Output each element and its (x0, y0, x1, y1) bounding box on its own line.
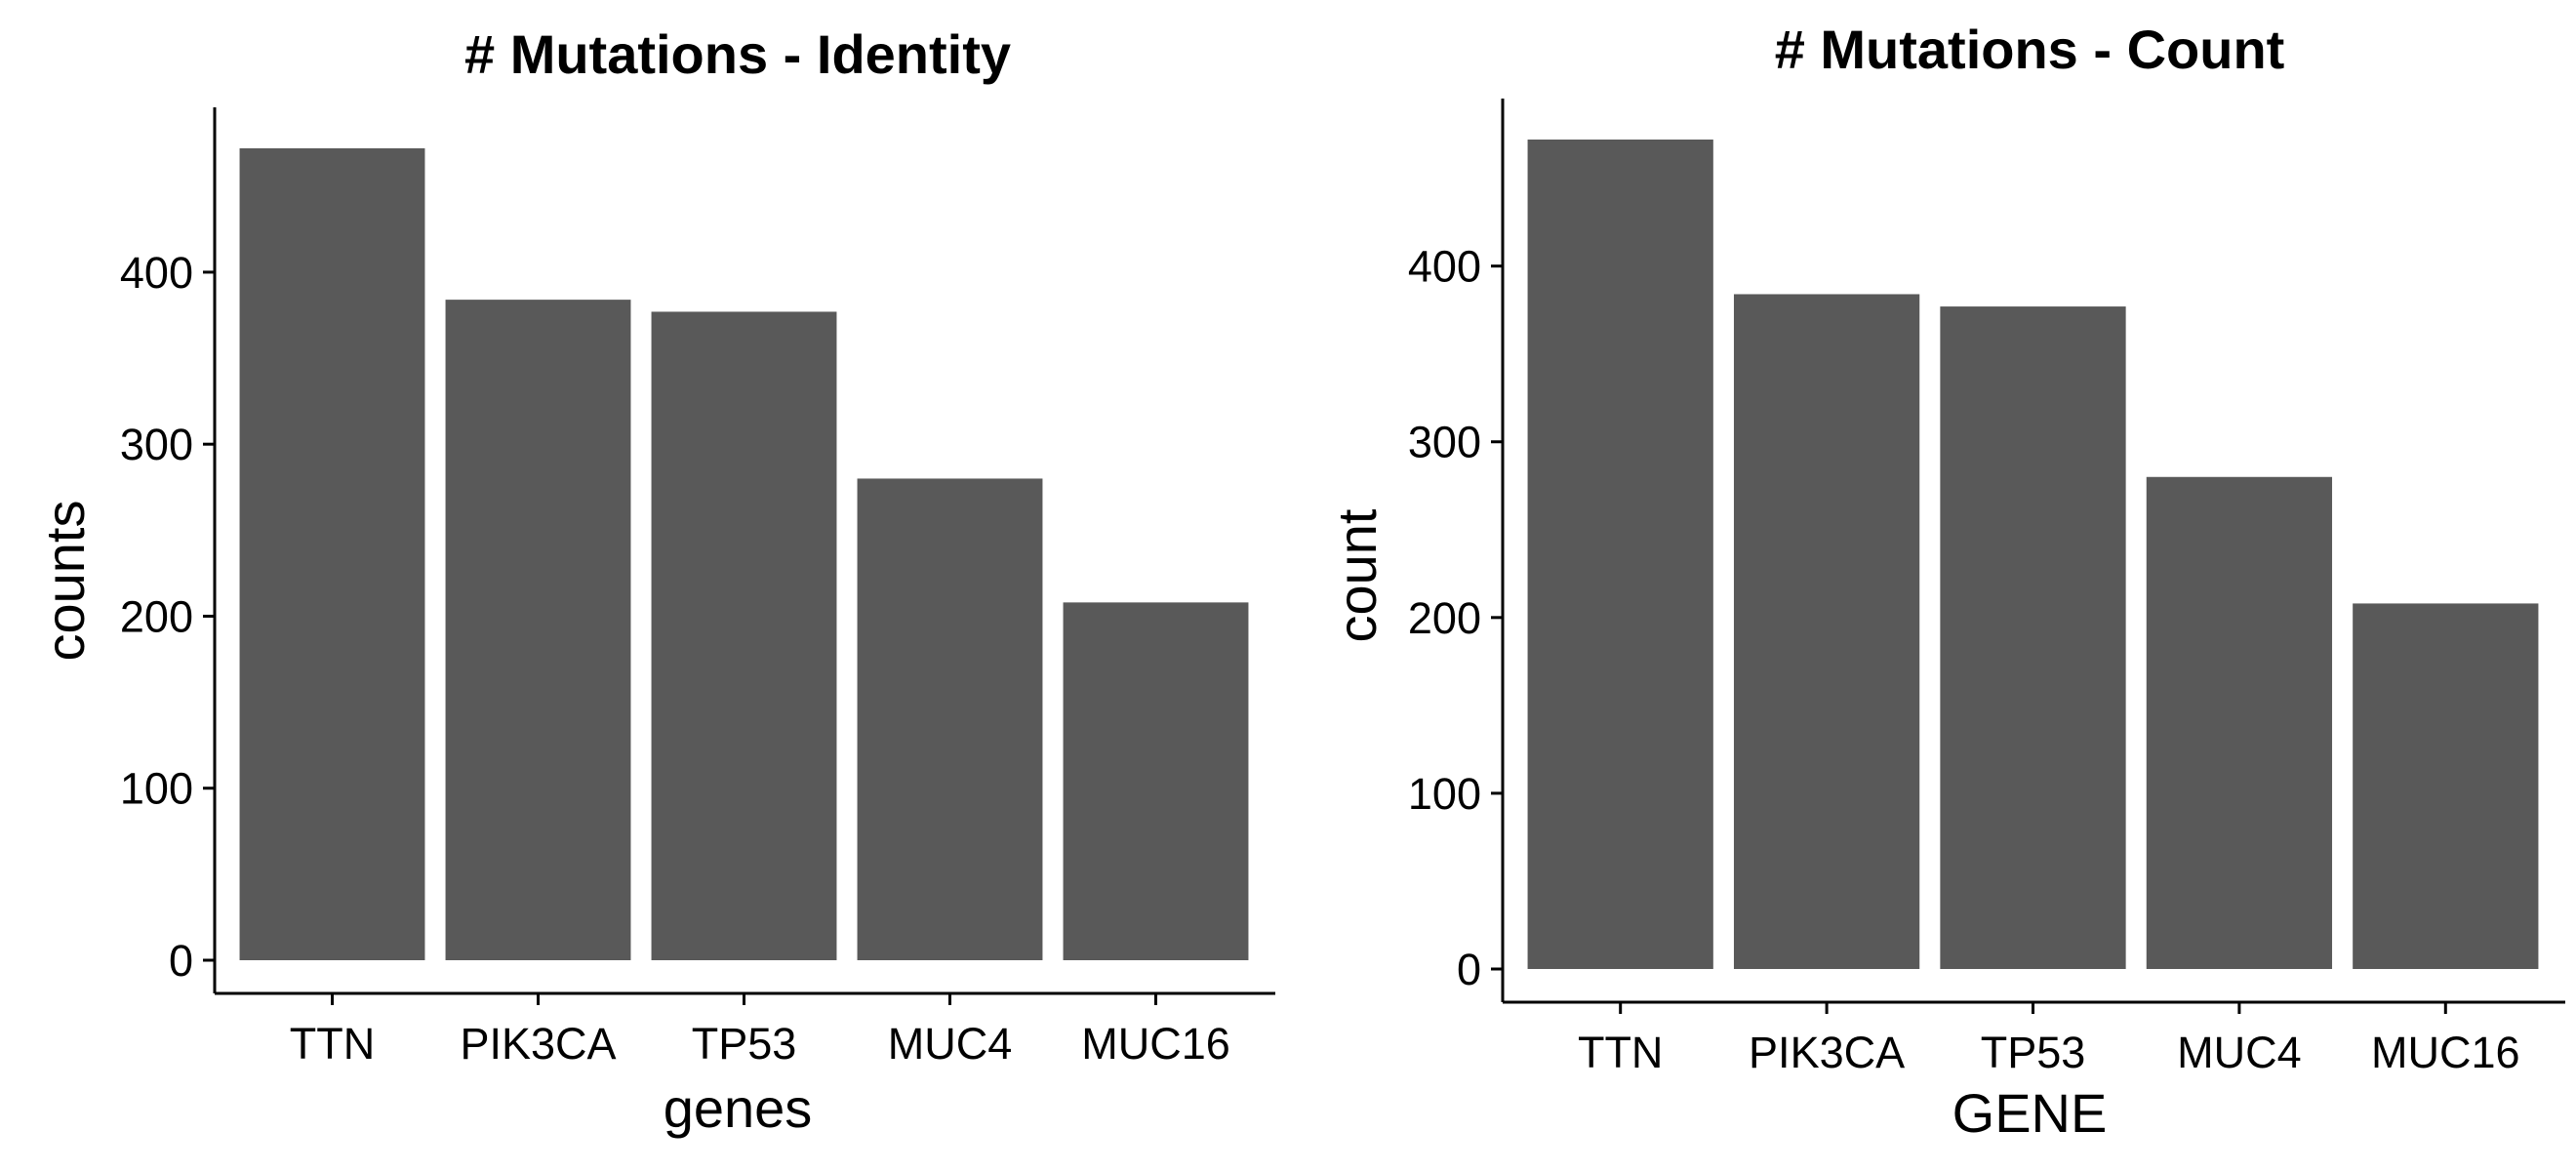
x-tick-label: TP53 (692, 1019, 797, 1069)
y-tick-label: 100 (1408, 769, 1481, 819)
x-tick-label: MUC4 (888, 1019, 1013, 1069)
chart-title: # Mutations - Count (1775, 19, 2285, 80)
y-axis-title: count (1326, 508, 1388, 642)
x-tick-label: MUC4 (2177, 1028, 2302, 1077)
bar-pik3ca (1733, 294, 1920, 969)
bars-group (1527, 140, 2539, 969)
y-tick-label: 0 (169, 936, 193, 986)
y-tick-label: 400 (120, 248, 193, 298)
y-tick-label: 300 (1408, 418, 1481, 467)
x-axis-title: genes (664, 1077, 813, 1139)
y-tick-label: 100 (120, 764, 193, 814)
x-ticks-group: TTN PIK3CA TP53 MUC4 MUC16 (1578, 1002, 2520, 1077)
bar-tp53 (651, 311, 837, 960)
bar-muc16 (1063, 602, 1249, 960)
x-tick-label: MUC16 (1081, 1019, 1230, 1069)
x-tick-label: PIK3CA (460, 1019, 616, 1069)
x-tick-label: TP53 (1981, 1028, 2086, 1077)
y-tick-label: 0 (1457, 945, 1481, 994)
chart-panel-count: # Mutations - Count 0 100 200 300 400 TTN PIK… (1326, 19, 2565, 1144)
x-ticks-group: TTN PIK3CA TP53 MUC4 MUC16 (290, 993, 1230, 1069)
bar-tp53 (1940, 306, 2126, 969)
x-tick-label: PIK3CA (1749, 1028, 1905, 1077)
x-tick-label: MUC16 (2371, 1028, 2520, 1077)
bars-group (239, 148, 1249, 960)
y-axis-title: counts (34, 501, 96, 662)
y-tick-label: 400 (1408, 242, 1481, 292)
bar-ttn (239, 148, 425, 960)
y-ticks-group: 0 100 200 300 400 (120, 248, 215, 986)
y-tick-label: 200 (1408, 593, 1481, 643)
bar-ttn (1527, 140, 1713, 969)
x-tick-label: TTN (1578, 1028, 1663, 1077)
chart-title: # Mutations - Identity (464, 23, 1011, 85)
bar-muc4 (857, 478, 1043, 960)
y-ticks-group: 0 100 200 300 400 (1408, 242, 1503, 994)
bar-muc4 (2146, 476, 2333, 969)
bar-muc16 (2353, 603, 2539, 969)
x-axis-title: GENE (1952, 1082, 2108, 1144)
chart-panel-identity: # Mutations - Identity 0 100 200 300 400 TTN… (34, 23, 1275, 1139)
bar-pik3ca (445, 300, 631, 960)
y-tick-label: 200 (120, 591, 193, 641)
x-tick-label: TTN (290, 1019, 375, 1069)
y-tick-label: 300 (120, 420, 193, 469)
